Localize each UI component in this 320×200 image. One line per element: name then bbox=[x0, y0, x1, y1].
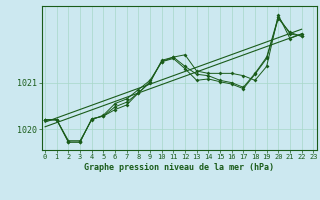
X-axis label: Graphe pression niveau de la mer (hPa): Graphe pression niveau de la mer (hPa) bbox=[84, 163, 274, 172]
